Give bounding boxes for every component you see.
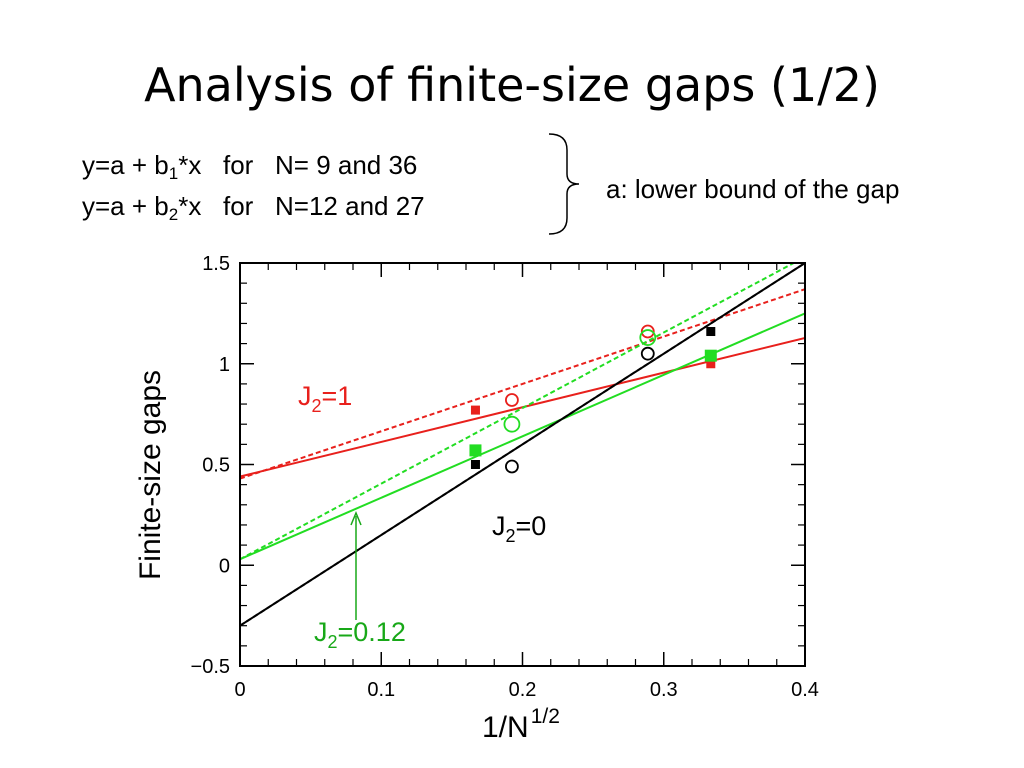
j2-0-label-value: =0 [516, 511, 547, 541]
j2-0.12-label-main: J [314, 617, 328, 647]
j2-1-fit-dashed [240, 288, 805, 480]
j2-1-label-subscript: 2 [312, 396, 322, 416]
j2-0.12-filled-point [704, 349, 717, 362]
x-axis-label-exponent: 1/2 [531, 705, 560, 728]
j2-0.12-label-value: =0.12 [338, 617, 406, 647]
j2-1-open-point [505, 393, 519, 407]
j2-1-label: J2=1 [298, 381, 352, 416]
j2-1-label-value: =1 [322, 381, 353, 411]
x-axis-label-main: 1/N [482, 711, 529, 744]
j2-0.12-label-subscript: 2 [328, 632, 338, 652]
y-tick-label: 1 [219, 354, 230, 376]
j2-0.12-open-point [503, 415, 521, 433]
x-tick-label: 0.4 [791, 679, 819, 701]
y-tick-label: −0.5 [191, 656, 230, 678]
j2-1-label-main: J [298, 381, 312, 411]
plot-frame [239, 262, 806, 667]
y-tick-label: 0 [219, 555, 230, 577]
j2-1-open-point [640, 324, 655, 339]
eq2-pre: y=a + b [82, 191, 169, 221]
y-axis-label: Finite-size gaps [134, 370, 167, 580]
eq1-post: *x for N= 9 and 36 [178, 150, 418, 180]
lower-bound-note: a: lower bound of the gap [606, 174, 900, 204]
eq2-subscript: 2 [168, 205, 179, 224]
j2-1-filled-point [470, 405, 480, 415]
right-brace-icon [548, 133, 580, 235]
j2-1-filled-point [706, 359, 716, 369]
j2-0.12-label: J2=0.12 [314, 617, 406, 652]
eq2-post: *x for N=12 and 27 [178, 191, 425, 221]
y-tick-label: 0.5 [202, 455, 230, 477]
x-axis-label: 1/N1/2 [482, 705, 560, 744]
j2-0.12-open-point [639, 329, 657, 346]
j2-0-label-main: J [492, 511, 506, 541]
eq1-subscript: 1 [168, 164, 179, 183]
x-tick-label: 0.2 [509, 679, 537, 701]
j2-0.12-filled-point [469, 444, 482, 457]
j2-0-fit-solid [240, 263, 805, 627]
j2-0-label-subscript: 2 [506, 526, 516, 546]
j2-0-open-point [505, 459, 519, 474]
j2-0-filled-point [706, 327, 716, 337]
x-tick-label: 0 [234, 679, 245, 701]
j2-0.12-fit-dashed [240, 263, 796, 561]
equation-n12-n27: y=a + b2*x for N=12 and 27 [82, 193, 425, 223]
j2-0-label: J2=0 [492, 511, 546, 546]
j2-0-filled-point [470, 460, 480, 469]
x-tick-label: 0.1 [367, 679, 395, 701]
j2-0-open-point [640, 346, 655, 361]
equation-n9-n36: y=a + b1*x for N= 9 and 36 [82, 152, 417, 182]
j2-0.12-label-arrow [350, 511, 362, 620]
slide-title: Analysis of finite-size gaps (1/2) [144, 58, 880, 112]
y-tick-label: 1.5 [202, 253, 230, 275]
x-tick-label: 0.3 [650, 679, 678, 701]
eq1-pre: y=a + b [82, 150, 169, 180]
